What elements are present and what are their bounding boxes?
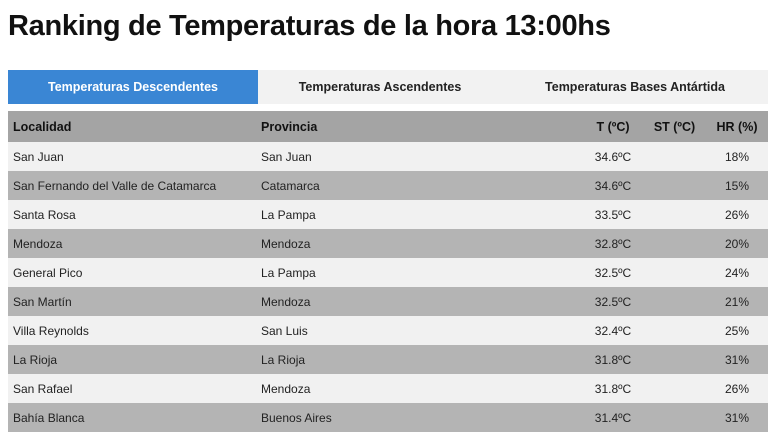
column-header-humedad: HR (%) (716, 119, 758, 134)
table-header-row: Localidad Provincia T (ºC) ST (ºC) HR (%… (8, 111, 768, 142)
cell-humedad: 18% (724, 149, 750, 164)
cell-humedad: 20% (724, 236, 750, 251)
cell-humedad: 21% (724, 294, 750, 309)
ranking-tabs: Temperaturas Descendentes Temperaturas A… (8, 70, 768, 104)
cell-provincia: Mendoza (261, 236, 311, 251)
table-row: San Fernando del Valle de Catamarca Catam… (8, 171, 768, 200)
page-title: Ranking de Temperaturas de la hora 13:00… (8, 10, 611, 42)
cell-temperatura: 31.4ºC (594, 410, 632, 425)
table-row: San Rafael Mendoza 31.8ºC 26% (8, 374, 768, 403)
cell-localidad: Mendoza (13, 236, 63, 251)
table-row: Santa Rosa La Pampa 33.5ºC 26% (8, 200, 768, 229)
cell-temperatura: 32.4ºC (594, 323, 632, 338)
cell-humedad: 25% (724, 323, 750, 338)
table-row: Villa Reynolds San Luis 32.4ºC 25% (8, 316, 768, 345)
cell-provincia: Mendoza (261, 294, 311, 309)
table-row: San Martín Mendoza 32.5ºC 21% (8, 287, 768, 316)
cell-provincia: La Pampa (261, 265, 316, 280)
cell-temperatura: 31.8ºC (594, 352, 632, 367)
cell-provincia: San Juan (261, 149, 312, 164)
cell-localidad: La Rioja (13, 352, 58, 367)
cell-temperatura: 32.5ºC (594, 265, 632, 280)
cell-localidad: San Martín (13, 294, 72, 309)
cell-provincia: Mendoza (261, 381, 311, 396)
cell-provincia: Buenos Aires (261, 410, 332, 425)
column-header-provincia: Provincia (261, 119, 318, 134)
cell-localidad: San Fernando del Valle de Catamarca (13, 178, 217, 193)
column-header-localidad: Localidad (13, 119, 72, 134)
column-header-sensacion-termica: ST (ºC) (653, 119, 696, 134)
cell-localidad: Villa Reynolds (13, 323, 89, 338)
column-header-temperatura: T (ºC) (596, 119, 630, 134)
tab-temperaturas-ascendentes[interactable]: Temperaturas Ascendentes (258, 70, 502, 104)
cell-temperatura: 34.6ºC (594, 149, 632, 164)
cell-provincia: Catamarca (261, 178, 320, 193)
cell-localidad: Santa Rosa (13, 207, 76, 222)
table-row: San Juan San Juan 34.6ºC 18% (8, 142, 768, 171)
cell-provincia: San Luis (261, 323, 308, 338)
table-row: Mendoza Mendoza 32.8ºC 20% (8, 229, 768, 258)
cell-humedad: 26% (724, 207, 750, 222)
cell-humedad: 15% (724, 178, 750, 193)
cell-humedad: 31% (724, 410, 750, 425)
cell-temperatura: 32.5ºC (594, 294, 632, 309)
cell-provincia: La Rioja (261, 352, 306, 367)
table-body: San Juan San Juan 34.6ºC 18% San Fernando de… (8, 142, 768, 432)
cell-humedad: 26% (724, 381, 750, 396)
cell-localidad: General Pico (13, 265, 83, 280)
table-row: General Pico La Pampa 32.5ºC 24% (8, 258, 768, 287)
cell-temperatura: 33.5ºC (594, 207, 632, 222)
cell-temperatura: 32.8ºC (594, 236, 632, 251)
cell-humedad: 24% (724, 265, 750, 280)
ranking-table: Localidad Provincia T (ºC) ST (ºC) HR (%… (8, 111, 768, 432)
tab-temperaturas-descendentes[interactable]: Temperaturas Descendentes (8, 70, 258, 104)
table-row: La Rioja La Rioja 31.8ºC 31% (8, 345, 768, 374)
tab-temperaturas-bases-antartida[interactable]: Temperaturas Bases Antártida (502, 70, 768, 104)
cell-temperatura: 34.6ºC (594, 178, 632, 193)
cell-localidad: San Rafael (13, 381, 73, 396)
cell-humedad: 31% (724, 352, 750, 367)
cell-temperatura: 31.8ºC (594, 381, 632, 396)
cell-localidad: San Juan (13, 149, 64, 164)
cell-localidad: Bahía Blanca (13, 410, 85, 425)
cell-provincia: La Pampa (261, 207, 316, 222)
table-row: Bahía Blanca Buenos Aires 31.4ºC 31% (8, 403, 768, 432)
